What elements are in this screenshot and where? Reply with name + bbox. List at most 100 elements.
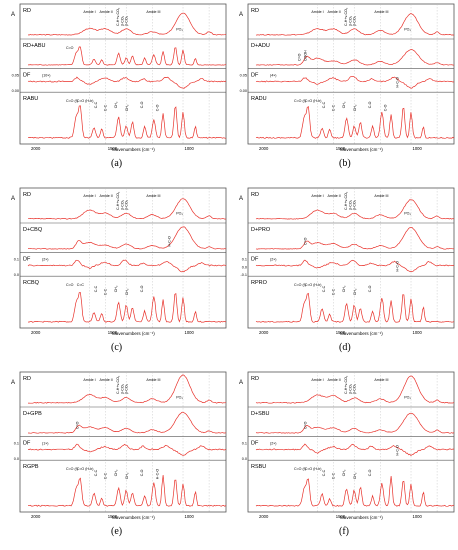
row-name: DF [251, 256, 259, 262]
y-tick-label: 0.1 [242, 441, 247, 445]
peak-annotation: H-C-O [396, 261, 400, 272]
peak-annotation: Amide II [100, 194, 113, 198]
peak-annotation: C-C [331, 104, 335, 111]
peak-annotation: C=O [76, 421, 80, 429]
peak-annotation: C=O [66, 46, 74, 50]
row-name: RD [23, 376, 31, 382]
peak-annotation: C=C [77, 283, 85, 287]
peak-annotation: C-H+ν-CO₂ [344, 375, 348, 394]
spectra-panel: A RD Amide I Amide II C-H+ν-CO₂ β-CO₃ Amide II… [6, 186, 228, 356]
y-axis-label: A [239, 196, 243, 202]
peak-annotation: C-O [140, 285, 144, 292]
peak-annotation: CH₂ [114, 469, 118, 476]
y-tick-label: 0.1 [14, 257, 19, 261]
peak-annotation: H-C-O [396, 445, 400, 456]
x-tick-label: 1000 [412, 330, 422, 335]
spectrum-line [255, 13, 455, 36]
row-name: DF [23, 256, 31, 262]
peak-annotation: β-CO₃ [349, 15, 353, 26]
peak-annotation: Amide I [83, 378, 95, 382]
spectrum-line [255, 259, 455, 272]
row-name: DF [251, 440, 259, 446]
y-axis-label: A [239, 12, 243, 18]
peak-annotation: C-C [103, 104, 107, 111]
peak-annotation: β-CO₃ [121, 15, 125, 26]
row-name: RPRO [251, 280, 268, 286]
y-tick-label: 0.05 [240, 73, 247, 77]
peak-annotation: CH₂ [125, 104, 129, 111]
peak-annotation: C-C [94, 285, 98, 292]
peak-annotation: CH₂ [353, 104, 357, 111]
row-name: RD [23, 8, 31, 14]
peak-annotation: Amide III [146, 10, 160, 14]
peak-annotation: C-C [331, 472, 335, 479]
peak-annotation: CH₂ [342, 469, 346, 476]
peak-annotation: C-C [103, 472, 107, 479]
x-axis-title: Wavenumbers (cm⁻¹) [340, 147, 383, 152]
y-axis-label: A [239, 380, 243, 386]
spectrum-line [27, 12, 227, 36]
row-name: RD [23, 192, 31, 198]
peak-annotation: C-C [94, 101, 98, 108]
x-axis-title: Wavenumbers (cm⁻¹) [340, 331, 383, 336]
peak-annotation: C-O [155, 104, 159, 111]
peak-annotation: (1×) [42, 441, 49, 445]
peak-annotation: PO₄ [404, 396, 411, 400]
peak-annotation: Amide II [328, 194, 341, 198]
peak-annotation: C-H+ν-CO₂ [344, 7, 348, 26]
spectrum-line [255, 375, 455, 404]
row-name: RD [251, 376, 259, 382]
row-name: RD [251, 192, 259, 198]
spectrum-line [255, 443, 455, 456]
x-tick-label: 2000 [259, 146, 269, 151]
spectra-panel: A RD Amide I Amide II C-H+ν-CO₂ β-CO₃ Amide II… [234, 186, 456, 356]
peak-annotation: PO₄ [176, 212, 183, 216]
spectrum-line [27, 226, 227, 250]
panel-label: (b) [339, 158, 351, 169]
y-tick-label: 0.05 [12, 73, 19, 77]
peak-annotation: β-CO₃ [349, 383, 353, 394]
x-axis-title: Wavenumbers (cm⁻¹) [112, 147, 155, 152]
peak-annotation: PO₄ [176, 396, 183, 400]
spectrum-line [255, 475, 455, 507]
panel-label: (c) [111, 342, 123, 353]
y-axis-label: A [11, 380, 15, 386]
plot-frame [19, 187, 227, 329]
spectrum-line [255, 199, 455, 220]
spectrum-line [28, 443, 227, 456]
peak-annotation: C-O [368, 469, 372, 476]
peak-annotation: Amide I [311, 194, 323, 198]
peak-annotation: C-O [140, 101, 144, 108]
panel-label: (d) [339, 342, 351, 353]
peak-annotation: β-CO₃ [124, 199, 128, 210]
peak-annotation: C-C [322, 285, 326, 292]
panel-label: (e) [111, 526, 123, 537]
peak-annotation: H-C-O [396, 77, 400, 88]
peak-annotation: Amide I [311, 10, 323, 14]
panel-label: (f) [339, 526, 349, 537]
row-name: D+SBU [251, 411, 270, 417]
peak-annotation: Amide I [83, 10, 95, 14]
peak-annotation: C=O (f) [66, 99, 78, 103]
peak-annotation: C=O [304, 421, 308, 429]
peak-annotation: Amide III [374, 378, 388, 382]
spectrum-line [255, 412, 455, 434]
x-tick-label: 1500 [108, 146, 118, 151]
plot-frame [19, 371, 227, 513]
peak-annotation: β-CO₃ [352, 383, 356, 394]
peak-annotation: C-H+ν-CO₂ [344, 191, 348, 210]
peak-annotation: CH₂ [342, 285, 346, 292]
row-name: RD [251, 8, 259, 14]
row-name: RCBQ [23, 280, 40, 286]
plot-frame [247, 371, 455, 513]
x-tick-label: 1000 [184, 514, 194, 519]
spectrum-line [27, 292, 227, 323]
peak-annotation: β-CO₃ [121, 199, 125, 210]
spectrum-line [27, 105, 227, 139]
peak-annotation: CH₂ [114, 101, 118, 108]
peak-annotation: (4×) [270, 73, 277, 77]
spectra-panel: A RD Amide I Amide II C-H+ν-CO₂ β-CO₃ Amide II… [6, 370, 228, 540]
